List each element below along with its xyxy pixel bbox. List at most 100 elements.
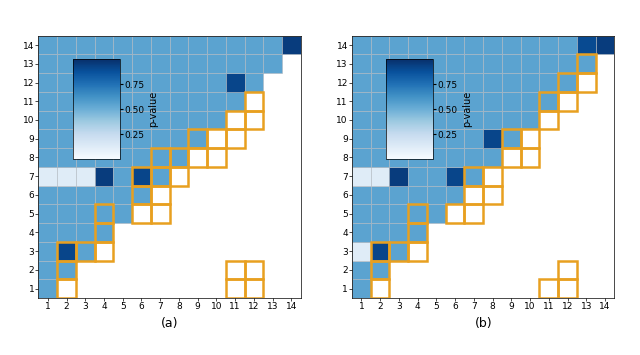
Bar <box>502 36 521 54</box>
Bar <box>95 148 113 167</box>
Bar <box>427 111 445 129</box>
Bar <box>95 204 113 223</box>
Bar <box>445 204 465 223</box>
Bar <box>445 36 465 54</box>
Bar <box>95 36 113 54</box>
Bar <box>390 242 408 261</box>
Bar <box>95 92 113 111</box>
Bar <box>38 92 57 111</box>
Bar <box>483 111 502 129</box>
Bar <box>577 54 596 73</box>
Bar <box>445 148 465 167</box>
Bar <box>371 186 390 204</box>
Bar <box>408 54 427 73</box>
Bar <box>95 204 113 223</box>
Bar <box>427 204 445 223</box>
Bar <box>57 261 76 279</box>
Bar <box>445 54 465 73</box>
Bar <box>465 111 483 129</box>
Bar <box>521 92 540 111</box>
Bar <box>445 167 465 186</box>
Bar <box>57 204 76 223</box>
Bar <box>408 186 427 204</box>
Bar <box>151 204 170 223</box>
Bar <box>113 54 132 73</box>
Bar <box>188 129 207 148</box>
Bar <box>170 148 188 167</box>
Bar <box>57 92 76 111</box>
Bar <box>408 148 427 167</box>
Bar <box>371 36 390 54</box>
Bar <box>113 167 132 186</box>
Bar <box>465 186 483 204</box>
Bar <box>170 54 188 73</box>
Bar <box>445 92 465 111</box>
Bar <box>132 129 151 148</box>
Bar <box>577 54 596 73</box>
Bar <box>577 36 596 54</box>
Bar <box>408 129 427 148</box>
Bar <box>244 261 263 279</box>
Bar <box>38 167 57 186</box>
Bar <box>390 148 408 167</box>
Bar <box>57 111 76 129</box>
Bar <box>226 129 244 148</box>
Bar <box>76 73 95 92</box>
Bar <box>502 54 521 73</box>
Bar <box>263 54 282 73</box>
Bar <box>408 242 427 261</box>
Bar <box>38 186 57 204</box>
Bar <box>207 148 226 167</box>
Bar <box>390 36 408 54</box>
Bar <box>76 223 95 242</box>
Bar <box>151 129 170 148</box>
Bar <box>57 242 76 261</box>
Bar <box>132 111 151 129</box>
Bar <box>170 73 188 92</box>
Bar <box>352 223 371 242</box>
Bar <box>188 54 207 73</box>
Bar <box>408 36 427 54</box>
Bar <box>244 279 263 298</box>
Bar <box>38 73 57 92</box>
Bar <box>151 167 170 186</box>
Bar <box>188 148 207 167</box>
Bar <box>521 129 540 148</box>
Bar <box>57 279 76 298</box>
Bar <box>188 73 207 92</box>
Bar <box>113 111 132 129</box>
Bar <box>244 111 263 129</box>
Bar <box>132 167 151 186</box>
Bar <box>483 129 502 148</box>
Bar <box>38 54 57 73</box>
Bar <box>95 167 113 186</box>
Bar <box>57 36 76 54</box>
Bar <box>540 279 558 298</box>
Bar <box>226 111 244 129</box>
Bar <box>352 204 371 223</box>
Bar <box>170 167 188 186</box>
Bar <box>113 129 132 148</box>
Bar <box>151 36 170 54</box>
Bar <box>502 129 521 148</box>
Bar <box>371 261 390 279</box>
Bar <box>57 242 76 261</box>
Bar <box>226 54 244 73</box>
X-axis label: (b): (b) <box>474 317 492 330</box>
Bar <box>427 186 445 204</box>
Bar <box>540 73 558 92</box>
Bar <box>57 129 76 148</box>
Bar <box>170 148 188 167</box>
Bar <box>188 129 207 148</box>
Bar <box>540 92 558 111</box>
Bar <box>502 111 521 129</box>
Bar <box>76 111 95 129</box>
Bar <box>132 54 151 73</box>
Bar <box>95 129 113 148</box>
Bar <box>352 36 371 54</box>
Bar <box>408 92 427 111</box>
Bar <box>352 148 371 167</box>
Bar <box>113 204 132 223</box>
Bar <box>352 73 371 92</box>
Bar <box>521 54 540 73</box>
